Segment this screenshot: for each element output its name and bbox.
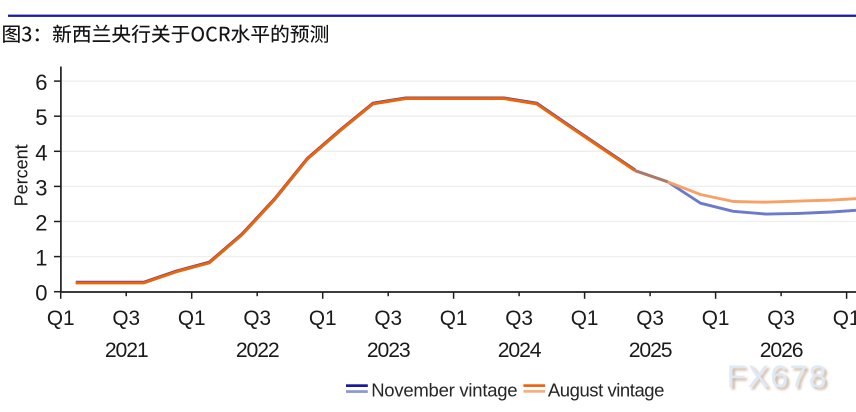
svg-text:Q3: Q3 bbox=[767, 307, 795, 330]
svg-text:Q1: Q1 bbox=[702, 307, 730, 330]
svg-text:Q1: Q1 bbox=[47, 307, 75, 330]
svg-text:0: 0 bbox=[35, 281, 47, 306]
svg-text:6: 6 bbox=[35, 70, 47, 95]
svg-text:Q1: Q1 bbox=[440, 307, 468, 330]
svg-text:1: 1 bbox=[35, 246, 47, 271]
svg-text:2022: 2022 bbox=[236, 339, 279, 362]
svg-text:November vintage: November vintage bbox=[371, 379, 517, 400]
svg-text:4: 4 bbox=[35, 140, 47, 165]
svg-text:2023: 2023 bbox=[367, 339, 410, 362]
svg-text:Q1: Q1 bbox=[833, 307, 856, 330]
svg-text:Q1: Q1 bbox=[571, 307, 599, 330]
svg-text:2: 2 bbox=[35, 211, 47, 236]
svg-text:Q3: Q3 bbox=[243, 307, 271, 330]
svg-text:FX678: FX678 bbox=[727, 358, 828, 394]
svg-text:Percent: Percent bbox=[12, 144, 32, 206]
svg-text:FX678: FX678 bbox=[729, 360, 830, 396]
svg-text:Q1: Q1 bbox=[309, 307, 337, 330]
svg-text:Q1: Q1 bbox=[178, 307, 206, 330]
svg-text:Q3: Q3 bbox=[636, 307, 664, 330]
svg-text:August vintage: August vintage bbox=[548, 379, 664, 400]
svg-text:2024: 2024 bbox=[498, 339, 542, 362]
svg-text:Q3: Q3 bbox=[505, 307, 533, 330]
svg-text:Q3: Q3 bbox=[374, 307, 402, 330]
svg-text:2026: 2026 bbox=[760, 339, 803, 362]
svg-text:5: 5 bbox=[35, 105, 47, 130]
svg-text:2025: 2025 bbox=[629, 339, 672, 362]
svg-text:3: 3 bbox=[35, 175, 47, 200]
svg-text:2021: 2021 bbox=[105, 339, 148, 362]
svg-text:Q3: Q3 bbox=[112, 307, 140, 330]
